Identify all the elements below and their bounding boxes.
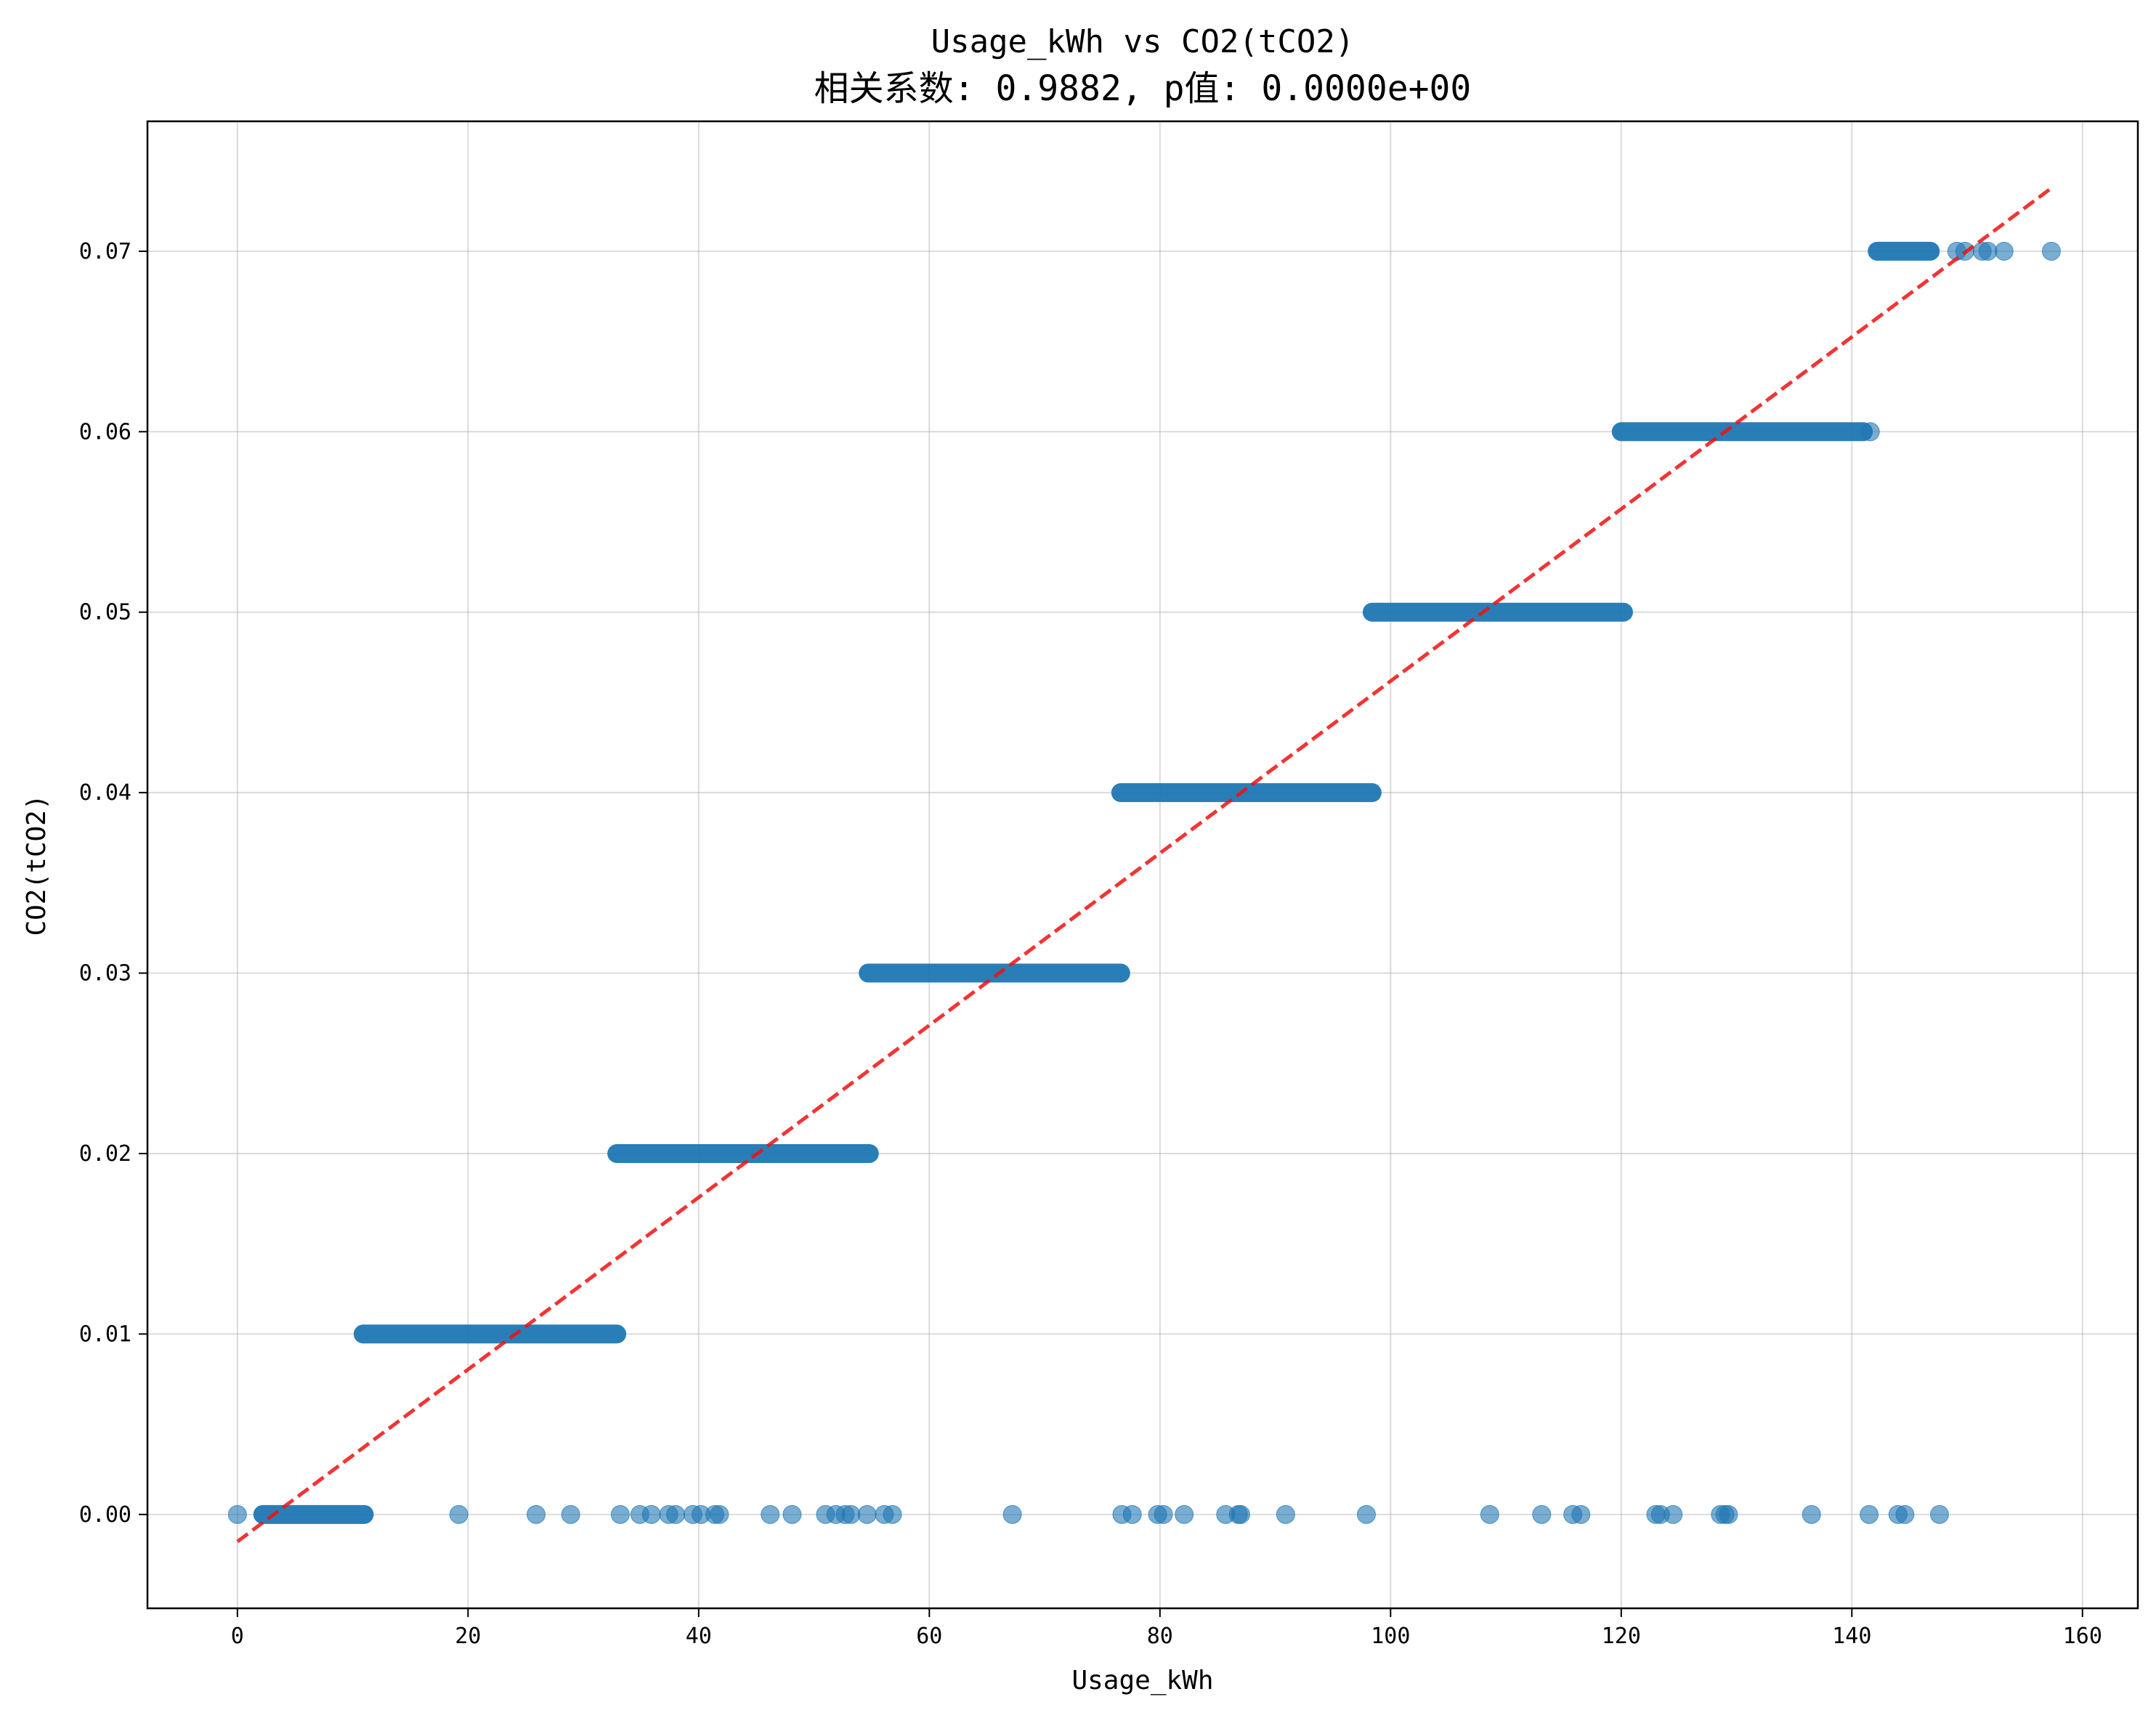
x-tick-label: 0 [231,1624,244,1649]
chart-title: Usage_kWh vs CO2(tCO2) [931,23,1355,60]
y-tick-label: 0.01 [79,1321,131,1347]
data-point [1860,422,1880,442]
data-point [1860,1504,1879,1524]
data-point [1276,1504,1295,1524]
data-point [857,1504,877,1524]
data-point [1719,1504,1738,1524]
data-point [1994,241,2014,261]
data-bands [253,241,1940,1524]
y-tick-label: 0.05 [79,600,131,625]
y-tick-label: 0.06 [79,419,131,445]
data-point [1480,1504,1499,1524]
x-tick-label: 100 [1371,1624,1410,1649]
x-tick-label: 160 [2063,1624,2102,1649]
data-point [1895,1504,1915,1524]
plot-frame [146,120,2139,1610]
data-points [227,241,2061,1524]
data-point [1175,1504,1194,1524]
y-tick-label: 0.02 [79,1141,131,1167]
data-point [2041,241,2061,261]
data-point [641,1504,661,1524]
data-point [782,1504,802,1524]
data-point [526,1504,546,1524]
x-tick-label: 60 [916,1624,942,1649]
data-point [1978,241,1998,261]
x-tick-label: 40 [686,1624,712,1649]
data-point [1802,1504,1821,1524]
x-tick-label: 120 [1602,1624,1641,1649]
data-point [666,1504,686,1524]
data-point [1571,1504,1591,1524]
data-point [227,1504,247,1524]
y-tick-label: 0.03 [79,961,131,986]
data-point [561,1504,580,1524]
x-tick-label: 140 [1832,1624,1871,1649]
x-tick-label: 80 [1147,1624,1173,1649]
data-point [1122,1504,1142,1524]
x-axis-ticks: 0 20 40 60 80 100 120 140 160 [231,1608,2102,1649]
data-point [610,1504,630,1524]
data-point [1532,1504,1552,1524]
data-point [1002,1504,1022,1524]
data-point [449,1504,469,1524]
data-point [1929,1504,1949,1524]
data-point [1356,1504,1376,1524]
data-point [883,1504,902,1524]
data-point [841,1504,861,1524]
y-tick-label: 0.07 [79,239,131,264]
chart-subtitle: 相关系数: 0.9882, p值: 0.0000e+00 [814,68,1472,109]
data-point [1663,1504,1683,1524]
data-point [1231,1504,1250,1524]
x-tick-label: 20 [455,1624,481,1649]
y-axis-label: CO2(tCO2) [22,794,52,936]
data-point [710,1504,729,1524]
data-point [761,1504,780,1524]
y-axis-ticks: 0.00 0.01 0.02 0.03 0.04 0.05 0.06 0.07 [79,239,147,1528]
x-axis-label: Usage_kWh [1071,1666,1213,1695]
y-tick-label: 0.00 [79,1502,131,1528]
data-point [1154,1504,1173,1524]
y-tick-label: 0.04 [79,780,131,806]
